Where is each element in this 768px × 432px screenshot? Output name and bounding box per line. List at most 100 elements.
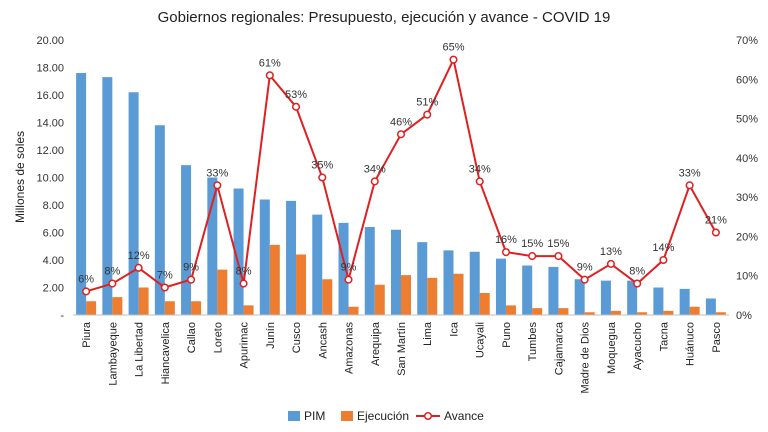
bar-pim <box>181 165 192 315</box>
bar-ejecucion <box>637 312 648 315</box>
category-label: Cajamarca <box>553 321 565 375</box>
avance-point <box>134 263 143 272</box>
avance-data-label: 35% <box>311 160 333 172</box>
y-tick-label: 4.00 <box>43 255 64 267</box>
y2-tick-label: 70% <box>736 35 758 47</box>
bar-series <box>76 73 726 315</box>
category-label: Lima <box>422 321 434 346</box>
bar-ejecucion <box>689 306 700 315</box>
avance-point <box>659 255 668 265</box>
y2-tick-label: 40% <box>736 153 758 165</box>
bar-pim <box>259 199 270 315</box>
bar-ejecucion <box>479 293 490 315</box>
y-tick-label: 20.00 <box>36 35 64 47</box>
category-labels: Piura Lambayeque La Libertad Hiancavelica Ca… <box>81 321 723 393</box>
avance-data-label: 53% <box>285 89 307 101</box>
bar-ejecucion <box>138 287 149 315</box>
avance-data-label: 51% <box>416 97 438 109</box>
y2-tick-label: 30% <box>736 192 758 204</box>
avance-point <box>685 181 694 190</box>
avance-data-label: 9% <box>341 262 357 274</box>
y-tick-label: 18.00 <box>36 63 64 75</box>
avance-point <box>239 279 248 288</box>
bar-pim <box>495 258 506 315</box>
avance-point <box>160 283 169 292</box>
bar-pim <box>207 177 218 315</box>
bar-pim <box>364 227 375 315</box>
avance-data-label: 21% <box>705 215 727 227</box>
bar-pim <box>391 229 401 315</box>
y-tick-label: 14.00 <box>36 118 64 130</box>
category-label: La Libertad <box>134 322 146 377</box>
avance-data-label: 65% <box>442 42 464 54</box>
y-tick-label: 12.00 <box>36 145 64 157</box>
bar-ejecucion <box>374 284 385 315</box>
category-label: Ucayali <box>475 322 487 358</box>
category-label: Junín <box>265 322 277 349</box>
avance-line-series <box>82 55 720 296</box>
bar-pim <box>233 188 244 315</box>
y2-tick-label: 0% <box>736 310 752 322</box>
y-tick-label: 10.00 <box>36 173 64 185</box>
avance-data-label: 34% <box>469 163 491 175</box>
bar-ejecucion <box>191 301 202 315</box>
avance-point <box>344 275 353 284</box>
bar-pim <box>102 77 113 315</box>
avance-point <box>108 279 117 288</box>
avance-point <box>265 71 274 80</box>
avance-point <box>501 248 511 257</box>
legend-label-ejecucion: Ejecución <box>357 409 409 423</box>
avance-point <box>291 102 301 111</box>
bar-pim <box>653 287 664 315</box>
y-tick-label: 16.00 <box>36 90 64 102</box>
bar-pim <box>679 288 690 315</box>
category-label: Hiancavelica <box>160 321 172 384</box>
avance-point <box>187 275 196 284</box>
bar-ejecucion <box>453 273 464 315</box>
legend-swatch-ejecucion <box>341 411 353 421</box>
avance-data-label: 15% <box>547 238 569 250</box>
category-label: Moquegua <box>606 321 618 374</box>
avance-point <box>82 287 91 296</box>
bar-ejecucion <box>715 312 726 315</box>
avance-point <box>606 259 615 268</box>
y-tick-label: - <box>60 310 64 322</box>
bar-pim <box>286 200 297 315</box>
category-label: Ayacucho <box>632 322 644 370</box>
avance-data-label: 12% <box>128 250 150 262</box>
bar-pim <box>128 92 139 315</box>
bar-ejecucion <box>322 279 333 315</box>
legend-label-avance: Avance <box>444 409 484 423</box>
category-label: Madre de Dios <box>580 322 592 394</box>
bar-ejecucion <box>269 244 280 315</box>
category-label: Lambayeque <box>107 322 119 386</box>
avance-point <box>554 252 563 261</box>
avance-point <box>396 130 406 139</box>
bar-pim <box>417 242 428 315</box>
bar-pim <box>443 250 454 315</box>
bar-ejecucion <box>584 312 595 315</box>
bar-pim <box>705 298 716 315</box>
avance-data-label: 33% <box>206 167 228 179</box>
bar-ejecucion <box>558 308 569 315</box>
avance-data-label: 15% <box>521 238 543 250</box>
legend: PIM Ejecución Avance <box>288 409 484 423</box>
avance-point <box>711 228 720 237</box>
avance-point <box>213 181 222 190</box>
bar-pim <box>469 251 480 315</box>
bar-ejecucion <box>610 310 621 315</box>
bar-pim <box>154 125 165 315</box>
avance-data-label: 34% <box>364 163 386 175</box>
avance-data-label: 33% <box>679 167 701 179</box>
y-tick-label: 8.00 <box>43 200 64 212</box>
bar-ejecucion <box>243 305 254 315</box>
avance-point <box>423 110 432 119</box>
avance-data-label: 8% <box>104 266 120 278</box>
y-tick-label: 2.00 <box>43 283 64 295</box>
avance-data-label: 9% <box>577 262 593 274</box>
avance-point <box>475 177 484 186</box>
bar-pim <box>312 214 323 315</box>
bar-ejecucion <box>86 301 97 315</box>
legend-label-pim: PIM <box>304 409 325 423</box>
